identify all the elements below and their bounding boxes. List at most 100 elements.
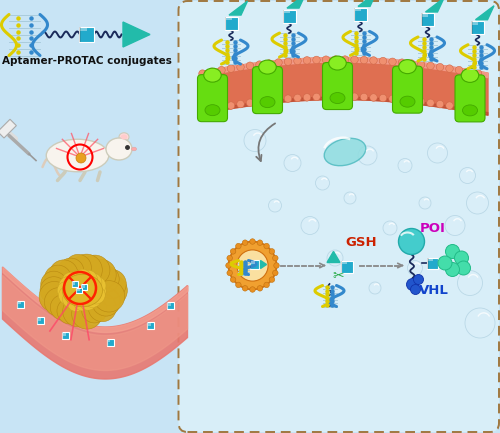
Circle shape [465,68,472,75]
Circle shape [322,56,330,63]
Bar [428,258,433,261]
Circle shape [408,97,416,104]
Circle shape [294,94,302,102]
Circle shape [414,275,424,284]
Circle shape [62,272,80,290]
Circle shape [419,197,431,209]
Bar [106,339,108,346]
Circle shape [68,271,86,289]
Circle shape [62,295,94,327]
Bar [81,284,82,290]
Circle shape [445,216,465,236]
Circle shape [96,275,128,306]
Circle shape [85,259,116,290]
Circle shape [466,192,488,214]
Bar [76,288,77,293]
FancyBboxPatch shape [72,281,78,287]
Circle shape [275,96,282,103]
Circle shape [80,270,98,288]
Circle shape [242,286,248,291]
Circle shape [458,271,482,295]
Text: GSH: GSH [345,236,376,249]
Circle shape [358,146,377,165]
Circle shape [410,284,420,294]
Circle shape [269,249,274,254]
Circle shape [380,57,387,65]
Bar [147,323,150,326]
Circle shape [456,66,463,74]
Circle shape [199,107,206,114]
Circle shape [76,153,86,163]
Bar [341,261,347,264]
Circle shape [389,95,396,103]
Circle shape [236,282,241,288]
Circle shape [92,288,120,316]
Polygon shape [476,6,494,20]
Circle shape [237,100,244,108]
Circle shape [304,57,311,64]
Circle shape [272,270,278,276]
Circle shape [88,277,106,295]
Circle shape [228,242,276,290]
Bar [82,285,84,288]
Text: ✂: ✂ [332,268,344,282]
Bar [354,8,356,21]
Bar [78,27,81,42]
Bar [36,317,38,324]
Circle shape [94,281,124,312]
Circle shape [44,288,73,316]
Circle shape [237,63,244,71]
Ellipse shape [106,138,132,160]
Circle shape [284,58,292,65]
Circle shape [438,256,452,270]
Circle shape [68,294,86,312]
Circle shape [50,260,78,288]
Circle shape [266,60,273,67]
Ellipse shape [204,68,221,82]
Bar [72,281,73,287]
FancyBboxPatch shape [392,66,422,113]
Ellipse shape [121,135,127,139]
Circle shape [266,97,273,104]
Circle shape [58,258,84,284]
Circle shape [418,61,425,68]
FancyBboxPatch shape [16,301,24,307]
Circle shape [427,62,434,70]
Circle shape [274,263,279,268]
Bar [250,260,252,269]
Text: POI: POI [420,222,446,235]
Circle shape [39,281,70,312]
Ellipse shape [62,274,102,307]
Circle shape [398,158,412,172]
Circle shape [257,286,262,291]
Bar [472,22,478,25]
Circle shape [244,129,266,152]
Circle shape [228,65,235,72]
Polygon shape [358,0,376,6]
Circle shape [284,155,301,171]
Ellipse shape [259,60,276,74]
Circle shape [351,93,358,100]
Circle shape [389,58,396,65]
Bar [250,261,255,264]
Circle shape [370,57,378,64]
Circle shape [446,245,460,259]
Circle shape [316,176,330,190]
Polygon shape [2,275,188,371]
Bar [404,67,411,102]
Circle shape [87,286,105,304]
Ellipse shape [329,56,346,70]
Circle shape [446,102,454,110]
Circle shape [228,102,235,109]
Circle shape [398,96,406,103]
Circle shape [465,105,472,113]
Circle shape [257,240,262,246]
Bar [466,75,474,110]
Circle shape [268,199,281,212]
Ellipse shape [132,147,136,151]
Circle shape [208,105,216,113]
Circle shape [322,93,330,100]
Ellipse shape [46,139,109,172]
Circle shape [327,250,343,266]
Ellipse shape [461,68,479,82]
